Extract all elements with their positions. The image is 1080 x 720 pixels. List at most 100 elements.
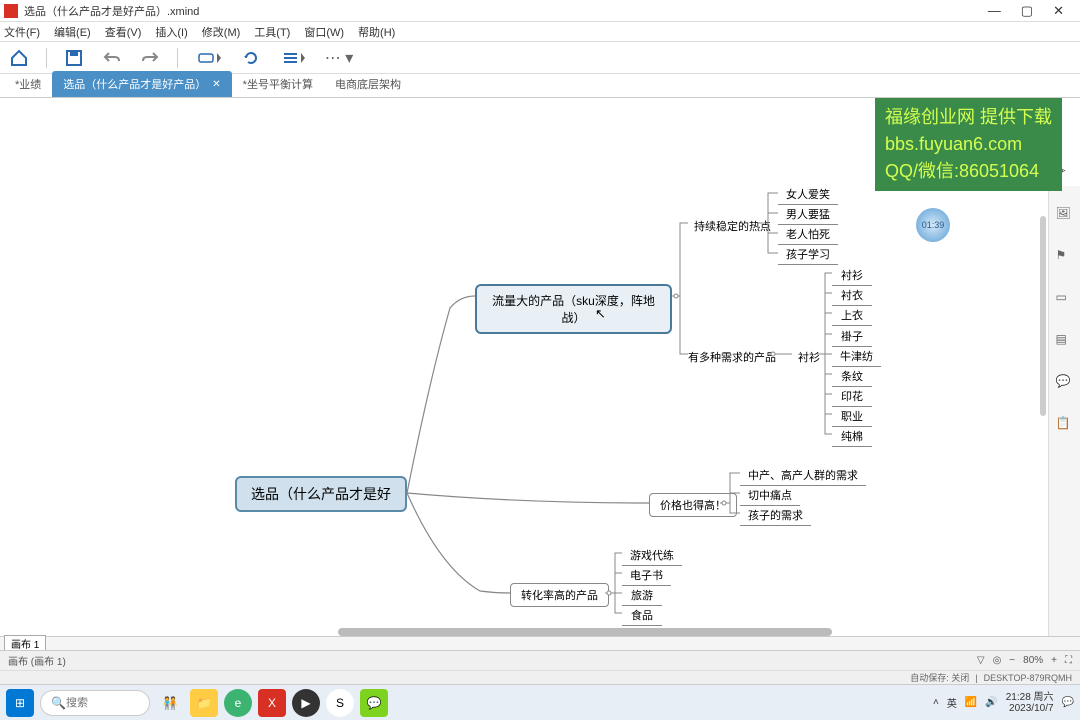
mindmap-leaf[interactable]: 上衣 xyxy=(832,305,872,326)
mindmap-leaf[interactable]: 食品 xyxy=(622,605,662,626)
tray-notification-icon[interactable]: 💬 xyxy=(1062,697,1074,708)
taskbar-app-2[interactable]: 📁 xyxy=(190,689,218,717)
canvas-area[interactable]: 福缘创业网 提供下载 bbs.fuyuan6.com QQ/微信:8605106… xyxy=(0,98,1080,650)
home-icon[interactable] xyxy=(8,47,30,69)
menu-insert[interactable]: 插入(I) xyxy=(155,24,187,40)
tray-wifi-icon[interactable]: 📶 xyxy=(965,697,977,708)
mindmap-leaf[interactable]: 老人怕死 xyxy=(778,224,838,245)
tray-volume-icon[interactable]: 🔊 xyxy=(985,697,997,708)
mindmap-node-traffic[interactable]: 流量大的产品（sku深度，阵地战） xyxy=(475,284,672,334)
menu-modify[interactable]: 修改(M) xyxy=(202,24,241,40)
tab-3[interactable]: *坐号平衡计算 xyxy=(232,71,324,97)
search-icon: 🔍 xyxy=(51,696,66,710)
toolbar-separator xyxy=(177,48,178,68)
close-button[interactable]: ✕ xyxy=(1053,3,1064,19)
undo-icon[interactable] xyxy=(101,47,123,69)
tag-icon[interactable]: ▭ xyxy=(1056,290,1074,308)
tab-1[interactable]: *业绩 xyxy=(4,71,52,97)
search-box[interactable]: 🔍 xyxy=(40,690,150,716)
refresh-icon[interactable] xyxy=(240,47,262,69)
maximize-button[interactable]: ▢ xyxy=(1021,3,1033,19)
tabbar: *业绩 选品（什么产品才是好产品） ✕ *坐号平衡计算 电商底层架构 xyxy=(0,74,1080,98)
tray-day: 周六 xyxy=(1034,692,1054,703)
mindmap-leaf[interactable]: 男人要猛 xyxy=(778,204,838,225)
mindmap-leaf[interactable]: 孩子的需求 xyxy=(740,505,811,526)
mindmap-leaf[interactable]: 衬衣 xyxy=(832,285,872,306)
sheet-tab-bar: 画布 1 xyxy=(0,636,1080,650)
tab-label: 选品（什么产品才是好产品） xyxy=(63,76,206,92)
flag-icon[interactable]: ⚑ xyxy=(1056,248,1074,266)
mindmap-root-node[interactable]: 选品（什么产品才是好 xyxy=(235,476,407,512)
start-button[interactable]: ⊞ xyxy=(6,689,34,717)
menubar: 文件(F) 编辑(E) 查看(V) 插入(I) 修改(M) 工具(T) 窗口(W… xyxy=(0,22,1080,42)
mindmap-leaf[interactable]: 条纹 xyxy=(832,366,872,387)
cursor-icon: ↖ xyxy=(595,306,606,322)
app-icon xyxy=(4,4,18,18)
save-icon[interactable] xyxy=(63,47,85,69)
mindmap-leaf[interactable]: 电子书 xyxy=(622,565,671,586)
zoom-out-button[interactable]: − xyxy=(1009,655,1015,666)
taskbar-app-1[interactable]: 🧑‍🤝‍🧑 xyxy=(156,689,184,717)
mindmap-leaf[interactable]: 印花 xyxy=(832,386,872,407)
mindmap-node-price[interactable]: 价格也得高！ xyxy=(649,493,737,517)
zoom-in-button[interactable]: + xyxy=(1051,655,1057,666)
tab-4[interactable]: 电商底层架构 xyxy=(324,71,412,97)
comment-icon[interactable]: 💬 xyxy=(1056,374,1074,392)
mindmap-leaf[interactable]: 孩子学习 xyxy=(778,244,838,265)
statusbar-left: 画布 (画布 1) xyxy=(8,653,66,668)
mindmap-leaf[interactable]: 职业 xyxy=(832,406,872,427)
redo-icon[interactable] xyxy=(139,47,161,69)
taskbar-app-3[interactable]: e xyxy=(224,689,252,717)
minimize-button[interactable]: — xyxy=(988,3,1001,19)
mindmap-leaf[interactable]: 衬衫 xyxy=(832,265,872,286)
window-title: 选品（什么产品才是好产品）.xmind xyxy=(24,3,199,19)
menu-tools[interactable]: 工具(T) xyxy=(254,24,290,40)
image-icon[interactable]: 🖼 xyxy=(1056,206,1074,224)
mindmap-sub-shirt[interactable]: 衬衫 xyxy=(792,347,826,367)
mindmap-leaf[interactable]: 纯棉 xyxy=(832,426,872,447)
note-icon[interactable]: ▤ xyxy=(1056,332,1074,350)
tab-close-icon[interactable]: ✕ xyxy=(212,79,220,90)
taskbar-app-6[interactable]: S xyxy=(326,689,354,717)
window-controls: — ▢ ✕ xyxy=(988,3,1076,19)
mindmap-leaf[interactable]: 女人爱笑 xyxy=(778,184,838,205)
vertical-scrollbar[interactable] xyxy=(1040,216,1046,416)
menu-file[interactable]: 文件(F) xyxy=(4,24,40,40)
taskbar-app-5[interactable]: ▶ xyxy=(292,689,320,717)
mindmap-leaf[interactable]: 褂子 xyxy=(832,326,872,347)
task-icon[interactable]: 📋 xyxy=(1056,416,1074,434)
mindmap-leaf[interactable]: 牛津纺 xyxy=(832,346,881,367)
tray-lang-icon[interactable]: 英 xyxy=(947,695,957,710)
tab-2-active[interactable]: 选品（什么产品才是好产品） ✕ xyxy=(52,71,231,97)
sheet-tab[interactable]: 画布 1 xyxy=(4,635,46,650)
watermark-overlay: 福缘创业网 提供下载 bbs.fuyuan6.com QQ/微信:8605106… xyxy=(875,98,1062,191)
taskbar: ⊞ 🔍 🧑‍🤝‍🧑 📁 e X ▶ S 💬 ˄ 英 📶 🔊 21:28 周六 2… xyxy=(0,684,1080,720)
target-icon[interactable]: ◎ xyxy=(993,655,1002,666)
filter-icon[interactable]: ▽ xyxy=(977,655,985,666)
menu-window[interactable]: 窗口(W) xyxy=(304,24,344,40)
topic-icon[interactable] xyxy=(194,47,224,69)
list-icon[interactable] xyxy=(278,47,308,69)
fit-icon[interactable]: ⛶ xyxy=(1065,655,1072,666)
taskbar-app-4[interactable]: X xyxy=(258,689,286,717)
toolbar-separator xyxy=(46,48,47,68)
menu-view[interactable]: 查看(V) xyxy=(105,24,142,40)
mindmap-leaf[interactable]: 游戏代练 xyxy=(622,545,682,566)
mindmap-leaf[interactable]: 旅游 xyxy=(622,585,662,606)
search-input[interactable] xyxy=(66,697,136,709)
menu-help[interactable]: 帮助(H) xyxy=(358,24,395,40)
mindmap-label-demand[interactable]: 有多种需求的产品 xyxy=(682,347,782,367)
tray-chevron-icon[interactable]: ˄ xyxy=(933,697,939,708)
mindmap-label-hotspot[interactable]: 持续稳定的热点 xyxy=(688,216,777,236)
zoom-level: 80% xyxy=(1023,655,1043,666)
mindmap-node-conversion[interactable]: 转化率高的产品 xyxy=(510,583,609,607)
watermark-line3: QQ/微信:86051064 xyxy=(885,158,1052,185)
more-icon[interactable]: ⋯ ▾ xyxy=(324,47,354,69)
mindmap-leaf[interactable]: 中产、高产人群的需求 xyxy=(740,465,866,486)
menu-edit[interactable]: 编辑(E) xyxy=(54,24,91,40)
horizontal-scrollbar[interactable] xyxy=(338,628,832,636)
taskbar-app-7[interactable]: 💬 xyxy=(360,689,388,717)
mindmap-leaf[interactable]: 切中痛点 xyxy=(740,485,800,506)
tray-time: 21:28 xyxy=(1006,692,1031,703)
right-sidebar: ✏ 🖼 ⚑ ▭ ▤ 💬 📋 xyxy=(1048,186,1080,636)
